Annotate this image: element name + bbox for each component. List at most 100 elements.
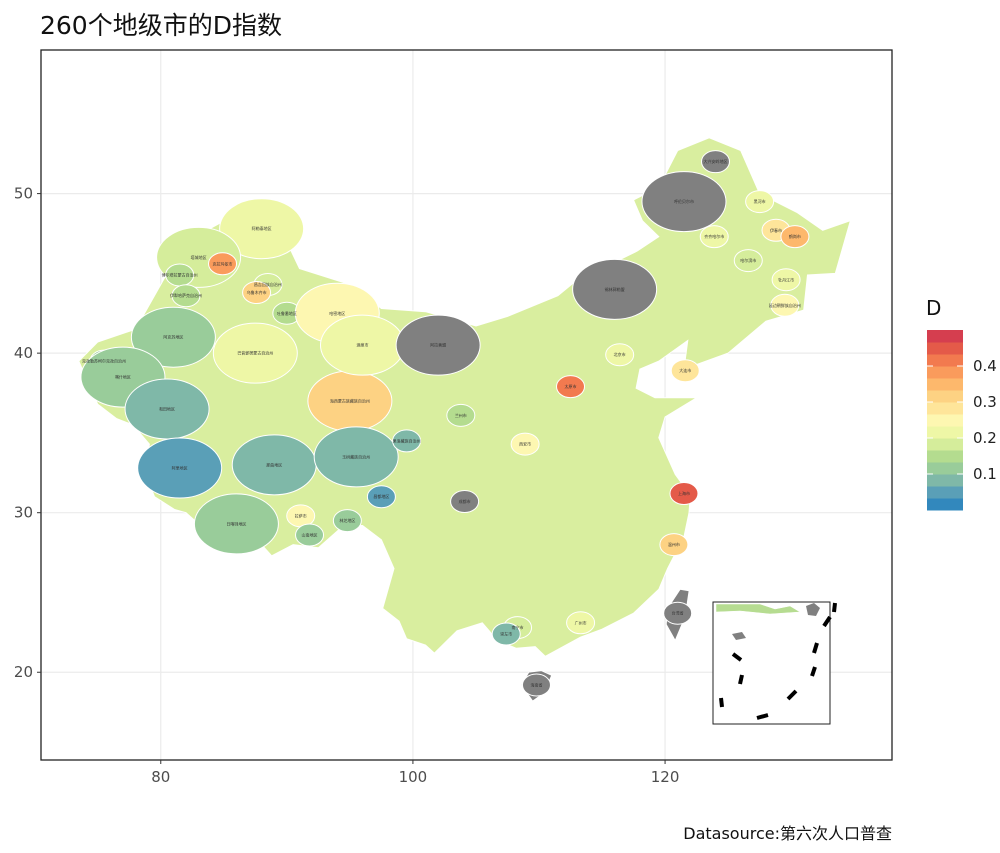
region-label: 和田地区 xyxy=(159,405,175,411)
region-patch xyxy=(556,375,586,399)
x-tick-label: 120 xyxy=(651,768,680,786)
region-label: 阿里地区 xyxy=(172,465,188,471)
region-label: 塔城地区 xyxy=(191,254,207,260)
legend-color-step xyxy=(927,342,963,355)
region-label: 哈密地区 xyxy=(329,310,345,316)
region-patch xyxy=(242,281,272,305)
region-label: 海西蒙古族藏族自治州 xyxy=(330,398,370,404)
region-label: 哈尔滨市 xyxy=(740,257,756,263)
region-patch xyxy=(521,673,551,697)
legend-color-step xyxy=(927,426,963,439)
region-label: 博尔塔拉蒙古自治州 xyxy=(162,271,198,277)
region-patch xyxy=(137,437,223,499)
legend-tick-label: 0.2 xyxy=(973,429,997,447)
inset-map xyxy=(712,601,837,725)
legend-color-step xyxy=(927,486,963,499)
region-label: 果洛藏族自治州 xyxy=(393,437,421,443)
region-patch xyxy=(208,252,238,276)
legend-color-step xyxy=(927,378,963,391)
region-patch xyxy=(780,225,810,249)
region-label: 黑河市 xyxy=(754,198,766,204)
region-label: 齐齐哈尔市 xyxy=(704,233,724,239)
region-label: 拉萨市 xyxy=(295,512,307,518)
region-patch xyxy=(491,622,521,646)
region-label: 广州市 xyxy=(575,619,587,625)
region-patch xyxy=(510,432,540,456)
region-patch xyxy=(770,293,800,317)
region-patch xyxy=(700,150,730,174)
region-patch xyxy=(446,403,476,427)
axis-ticks: 80 100 120 20 30 40 50 xyxy=(14,185,679,786)
legend-tick-label: 0.3 xyxy=(973,393,997,411)
region-patch xyxy=(193,493,279,555)
legend-color-step xyxy=(927,354,963,367)
region-patch xyxy=(392,429,422,453)
region-patch xyxy=(659,533,689,557)
region-label: 山南地区 xyxy=(302,532,318,538)
legend-color-step xyxy=(927,474,963,487)
legend-color-step xyxy=(927,462,963,475)
legend-color-step xyxy=(927,438,963,451)
region-label: 呼伦贝尔市 xyxy=(674,198,694,204)
region-label: 台湾省 xyxy=(672,610,684,616)
region-label: 太原市 xyxy=(565,383,577,389)
legend-color-step xyxy=(927,402,963,415)
region-label: 伊犁哈萨克自治州 xyxy=(170,292,202,298)
legend-tick-label: 0.1 xyxy=(973,465,997,483)
region-patch xyxy=(605,343,635,367)
region-label: 林芝地区 xyxy=(339,517,355,523)
region-patch xyxy=(171,284,201,308)
region-label: 阿克苏地区 xyxy=(163,334,183,340)
data-source-caption: Datasource:第六次人口普查 xyxy=(683,824,892,843)
region-label: 喀什地区 xyxy=(115,374,131,380)
region-label: 兰州市 xyxy=(455,412,467,418)
region-patch xyxy=(395,314,481,376)
chart-title: 260个地级市的D指数 xyxy=(40,11,282,40)
region-label: 克拉玛依市 xyxy=(213,260,233,266)
legend-color-step xyxy=(927,498,963,511)
region-label: 上海市 xyxy=(678,490,690,496)
region-patch xyxy=(572,258,658,320)
legend-color-step xyxy=(927,390,963,403)
region-label: 牡丹江市 xyxy=(778,276,794,282)
y-tick-label: 30 xyxy=(14,504,33,522)
region-label: 南宁市 xyxy=(512,624,524,630)
region-label: 大连市 xyxy=(679,367,691,373)
legend-tick-label: 0.4 xyxy=(973,357,997,375)
legend-color-step xyxy=(927,330,963,343)
region-label: 延边朝鲜族自治州 xyxy=(769,302,801,308)
x-tick-label: 100 xyxy=(399,768,428,786)
region-label: 昌吉回族自治州 xyxy=(254,281,282,287)
x-tick-label: 80 xyxy=(151,768,170,786)
region-patch xyxy=(771,268,801,292)
region-patch xyxy=(366,485,396,509)
region-label: 吐鲁番地区 xyxy=(277,310,297,316)
region-label: 温州市 xyxy=(668,541,680,547)
y-tick-label: 20 xyxy=(14,663,33,681)
y-tick-label: 40 xyxy=(14,344,33,362)
region-label: 巴音郭楞蒙古自治州 xyxy=(237,350,273,356)
region-patch xyxy=(670,359,700,383)
region-label: 玉树藏族自治州 xyxy=(342,453,370,459)
region-label: 日喀则地区 xyxy=(226,520,246,526)
region-patch xyxy=(641,171,727,233)
legend-colorbar: 0.1 0.2 0.3 0.4 xyxy=(927,330,997,511)
legend-color-step xyxy=(927,366,963,379)
region-patch xyxy=(295,523,325,547)
y-tick-label: 50 xyxy=(14,185,33,203)
region-patch xyxy=(566,611,596,635)
region-label: 阿拉善盟 xyxy=(430,342,446,348)
region-label: 伊春市 xyxy=(770,227,782,233)
region-label: 成都市 xyxy=(459,498,471,504)
legend-color-step xyxy=(927,450,963,463)
region-label: 大兴安岭地区 xyxy=(703,158,727,164)
region-label: 阿勒泰地区 xyxy=(252,225,272,231)
region-label: 酒泉市 xyxy=(356,342,368,348)
plot-panel-border xyxy=(40,49,893,761)
region-patch xyxy=(313,426,399,488)
region-patch xyxy=(663,601,693,625)
region-label: 那曲地区 xyxy=(266,461,282,467)
region-label: 西安市 xyxy=(519,441,531,447)
